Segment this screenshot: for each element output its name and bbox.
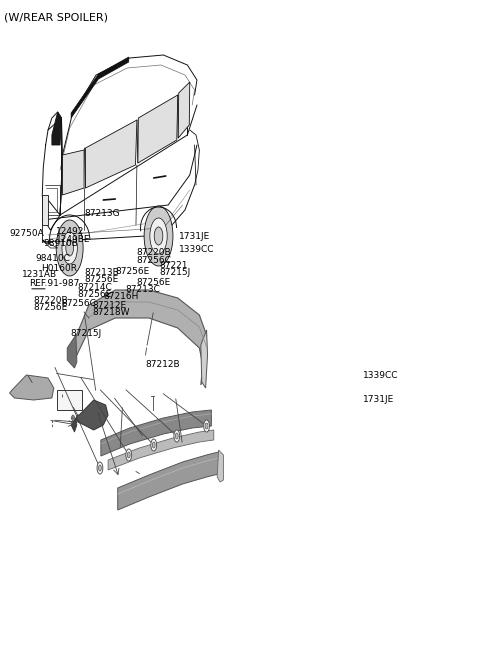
Polygon shape (74, 290, 206, 385)
Text: 87213C: 87213C (126, 284, 160, 294)
Polygon shape (201, 330, 207, 388)
Circle shape (262, 415, 264, 421)
Circle shape (126, 449, 132, 461)
Circle shape (262, 424, 268, 436)
Text: 92750A: 92750A (10, 229, 45, 238)
Circle shape (232, 409, 238, 421)
Polygon shape (217, 450, 223, 482)
Circle shape (205, 423, 208, 429)
Text: 87216H: 87216H (103, 292, 139, 302)
Circle shape (353, 369, 359, 381)
Circle shape (175, 433, 178, 439)
Text: 87215J: 87215J (159, 268, 191, 277)
Circle shape (56, 220, 83, 276)
Text: 1339CC: 1339CC (179, 245, 215, 254)
Text: 1731JE: 1731JE (363, 396, 395, 405)
Circle shape (252, 399, 257, 411)
Text: 87213G: 87213G (85, 209, 120, 218)
Circle shape (154, 227, 163, 245)
Circle shape (127, 452, 130, 458)
Circle shape (174, 430, 180, 442)
Text: 87256E: 87256E (115, 267, 150, 276)
Text: 12492: 12492 (56, 227, 84, 237)
Text: 1731JE: 1731JE (179, 232, 210, 241)
Polygon shape (42, 195, 48, 225)
Circle shape (353, 394, 359, 406)
Circle shape (150, 218, 167, 254)
Circle shape (62, 232, 77, 264)
Polygon shape (108, 430, 214, 470)
Text: 87256E: 87256E (77, 290, 111, 300)
Circle shape (152, 442, 155, 448)
Text: 87221: 87221 (159, 261, 188, 270)
Polygon shape (138, 95, 178, 163)
Circle shape (97, 462, 103, 474)
Text: (W/REAR SPOILER): (W/REAR SPOILER) (4, 12, 108, 22)
Circle shape (204, 420, 209, 432)
Circle shape (264, 427, 266, 433)
Text: 87213B: 87213B (84, 268, 119, 277)
Polygon shape (67, 335, 77, 368)
Text: 98410C: 98410C (36, 254, 71, 263)
Text: 87214C: 87214C (77, 283, 112, 292)
Polygon shape (76, 400, 108, 430)
Text: 1339CC: 1339CC (363, 371, 399, 380)
Circle shape (350, 363, 361, 387)
Text: 87212B: 87212B (145, 360, 180, 369)
Text: 87220B: 87220B (34, 296, 68, 305)
Text: H0160R: H0160R (41, 263, 77, 273)
Polygon shape (178, 82, 190, 138)
Polygon shape (118, 452, 221, 510)
Circle shape (234, 412, 237, 418)
Circle shape (144, 206, 173, 266)
Text: 87256E: 87256E (84, 275, 119, 284)
Text: 87220B: 87220B (136, 248, 171, 257)
Text: 87256C: 87256C (136, 256, 171, 265)
Polygon shape (101, 410, 211, 456)
Circle shape (151, 439, 156, 451)
Text: REF.91-987: REF.91-987 (29, 279, 80, 288)
Circle shape (66, 240, 73, 256)
Polygon shape (52, 112, 61, 145)
Polygon shape (62, 150, 84, 195)
Circle shape (98, 465, 101, 471)
Polygon shape (71, 57, 129, 118)
Text: 87256C: 87256C (61, 299, 96, 308)
Circle shape (260, 412, 266, 424)
Text: 87212E: 87212E (92, 301, 126, 310)
Text: 87256E: 87256E (34, 303, 68, 312)
Bar (57, 390, 82, 410)
Text: 87256E: 87256E (136, 278, 170, 287)
Polygon shape (71, 418, 77, 432)
Polygon shape (10, 375, 54, 400)
Polygon shape (85, 120, 137, 188)
Circle shape (253, 402, 256, 408)
Text: 1231AB: 1231AB (22, 270, 57, 279)
Text: 1249BE: 1249BE (56, 235, 91, 244)
Text: 87215J: 87215J (71, 329, 102, 338)
Circle shape (72, 415, 74, 421)
Text: 87218W: 87218W (92, 308, 130, 317)
Circle shape (350, 388, 361, 412)
Text: 98910B: 98910B (44, 239, 79, 248)
